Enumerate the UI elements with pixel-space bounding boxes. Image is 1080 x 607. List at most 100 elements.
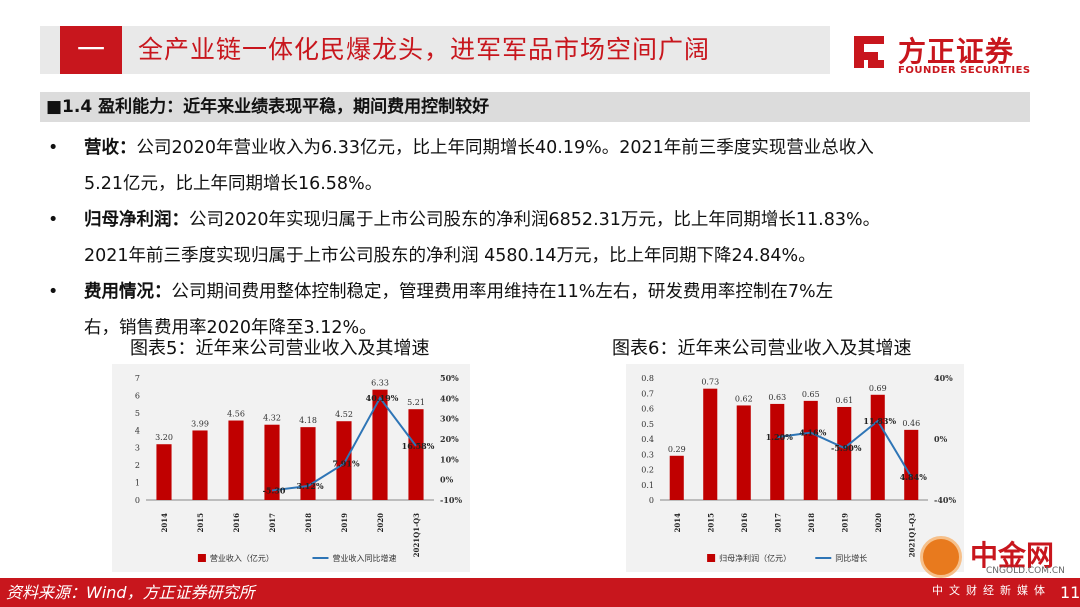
chart-1: 0 1 2 3 4 5 6 7 -10% 0% 10% 20% 30% 40% 50% 3.20 2014 3.9… bbox=[112, 364, 470, 572]
x-tick-label: 2017 bbox=[773, 513, 782, 533]
y-tick-label: 0.6 bbox=[641, 405, 654, 414]
line-data-label: -5.30 bbox=[263, 485, 286, 495]
bar bbox=[803, 400, 818, 500]
bar bbox=[703, 388, 718, 500]
line-data-label: 16.58% bbox=[402, 441, 435, 451]
y2-tick-label: 50% bbox=[440, 373, 459, 383]
legend-label-bar: 营业收入（亿元） bbox=[210, 553, 274, 563]
y-tick-label: 0 bbox=[649, 496, 654, 505]
bar bbox=[300, 427, 316, 500]
bar-data-label: 0.63 bbox=[768, 393, 786, 402]
x-tick-label: 2021Q1-Q3 bbox=[412, 513, 421, 557]
y-tick-label: 1 bbox=[135, 479, 140, 488]
y-tick-label: 7 bbox=[135, 374, 140, 383]
bar bbox=[904, 429, 919, 500]
x-tick-label: 2020 bbox=[376, 513, 385, 533]
x-tick-label: 2016 bbox=[740, 513, 749, 533]
x-tick-label: 2019 bbox=[840, 513, 849, 533]
y2-tick-label: -10% bbox=[440, 495, 462, 505]
y2-tick-label: -40% bbox=[934, 495, 956, 505]
logo-name-cn: 方正证券 bbox=[898, 35, 1015, 68]
line-data-label: 7.91% bbox=[332, 459, 359, 469]
y-tick-label: 0.2 bbox=[641, 466, 654, 475]
bar-data-label: 0.62 bbox=[735, 394, 753, 403]
bar-data-label: 4.32 bbox=[263, 414, 281, 423]
logo-name-en: FOUNDER SECURITIES bbox=[898, 65, 1031, 76]
y-tick-label: 5 bbox=[135, 409, 140, 418]
y2-tick-label: 0% bbox=[440, 475, 454, 485]
founder-logo-icon bbox=[854, 36, 884, 68]
bar bbox=[336, 421, 352, 500]
bar bbox=[770, 403, 785, 500]
header-section-number: 一 bbox=[60, 26, 122, 74]
page-title: 全产业链一体化民爆龙头，进军军品市场空间广阔 bbox=[138, 35, 711, 64]
y-tick-label: 0 bbox=[135, 496, 140, 505]
bullet-net-profit: • 归母净利润：公司2020年实现归属于上市公司股东的净利润6852.31万元，… bbox=[40, 202, 1030, 274]
x-tick-label: 2016 bbox=[232, 513, 241, 533]
legend-swatch-bar bbox=[197, 554, 206, 562]
bar bbox=[669, 455, 684, 500]
bar-data-label: 0.61 bbox=[835, 396, 853, 405]
bar bbox=[870, 394, 885, 500]
series-line bbox=[777, 419, 913, 478]
bar-data-label: 0.73 bbox=[701, 378, 719, 387]
x-tick-label: 2018 bbox=[304, 513, 313, 533]
bar bbox=[192, 430, 208, 500]
y2-tick-label: 40% bbox=[934, 373, 953, 383]
x-tick-label: 2019 bbox=[340, 513, 349, 533]
section-title-background bbox=[40, 92, 1030, 122]
bullet-dot: • bbox=[48, 282, 59, 302]
x-tick-label: 2017 bbox=[268, 513, 277, 533]
bar bbox=[837, 406, 852, 500]
x-tick-label: 2015 bbox=[706, 513, 715, 533]
bar-data-label: 4.56 bbox=[227, 410, 245, 419]
legend-label-line: 营业收入同比增速 bbox=[332, 553, 396, 563]
bar bbox=[228, 420, 244, 500]
slide-header: 一 全产业链一体化民爆龙头，进军军品市场空间广阔 方正证券 FOUNDER SE… bbox=[0, 0, 1080, 92]
bar bbox=[736, 405, 751, 500]
section-title: ■1.4 盈利能力：近年来业绩表现平稳，期间费用控制较好 bbox=[46, 97, 490, 117]
x-tick-label: 2021Q1-Q3 bbox=[907, 513, 916, 557]
bullet-text-line: 公司期间费用整体控制稳定，管理费用率用维持在11%左右，研发费用率控制在7%左 bbox=[171, 282, 834, 302]
bar bbox=[156, 444, 172, 500]
y-tick-label: 6 bbox=[135, 391, 140, 400]
y2-tick-label: 30% bbox=[440, 414, 459, 424]
y2-tick-label: 40% bbox=[440, 393, 459, 403]
chart-1-title: 图表5：近年来公司营业收入及其增速 bbox=[130, 338, 430, 359]
y-tick-label: 0.5 bbox=[641, 420, 654, 429]
bar-data-label: 0.65 bbox=[802, 390, 820, 399]
bar bbox=[264, 424, 280, 500]
y-tick-label: 4 bbox=[135, 426, 140, 435]
line-data-label: 3.12% bbox=[296, 481, 323, 491]
watermark-name: 中金网 bbox=[970, 539, 1055, 572]
y-tick-label: 2 bbox=[135, 461, 140, 470]
y-tick-label: 0.3 bbox=[641, 450, 654, 459]
y-tick-label: 0.7 bbox=[641, 389, 654, 398]
bar-data-label: 4.52 bbox=[335, 410, 353, 419]
y-tick-label: 0.8 bbox=[641, 374, 654, 383]
x-tick-label: 2014 bbox=[673, 513, 682, 533]
watermark-subtitle: 中文财经新媒体 bbox=[932, 584, 1051, 597]
page-number: 11 bbox=[1060, 583, 1080, 602]
bullet-label: 费用情况： bbox=[84, 282, 172, 302]
bullet-label: 归母净利润： bbox=[84, 210, 189, 230]
bullet-list: • 营收：公司2020年营业收入为6.33亿元，比上年同期增长40.19%。20… bbox=[40, 130, 1030, 346]
legend-swatch-bar bbox=[707, 554, 716, 562]
bar-data-label: 5.21 bbox=[407, 398, 425, 407]
y2-tick-label: 10% bbox=[440, 454, 459, 464]
chart-2-title: 图表6：近年来公司营业收入及其增速 bbox=[612, 338, 912, 359]
bullet-text-line: 公司2020年实现归属于上市公司股东的净利润6852.31万元，比上年同期增长1… bbox=[189, 210, 881, 230]
bullet-revenue: • 营收：公司2020年营业收入为6.33亿元，比上年同期增长40.19%。20… bbox=[40, 130, 1030, 202]
legend-label-line: 同比增长 bbox=[835, 553, 867, 563]
line-data-label: 40.19% bbox=[366, 393, 399, 403]
x-tick-label: 2020 bbox=[874, 513, 883, 533]
footer-source: 资料来源：Wind，方正证券研究所 bbox=[6, 583, 255, 602]
y-tick-label: 3 bbox=[135, 444, 140, 453]
x-tick-label: 2014 bbox=[160, 513, 169, 533]
bar-data-label: 3.20 bbox=[155, 433, 173, 442]
legend-label-bar: 归母净利润（亿元） bbox=[719, 553, 791, 563]
y-tick-label: 0.1 bbox=[641, 481, 654, 490]
chart-1-svg: 0 1 2 3 4 5 6 7 -10% 0% 10% 20% 30% 40% 50% 3.20 2014 3.9… bbox=[135, 373, 463, 563]
y-tick-label: 0.4 bbox=[641, 435, 654, 444]
cngold-watermark: 中金网 CNGOLD.COM.CN 中文财经新媒体 bbox=[920, 528, 1070, 598]
